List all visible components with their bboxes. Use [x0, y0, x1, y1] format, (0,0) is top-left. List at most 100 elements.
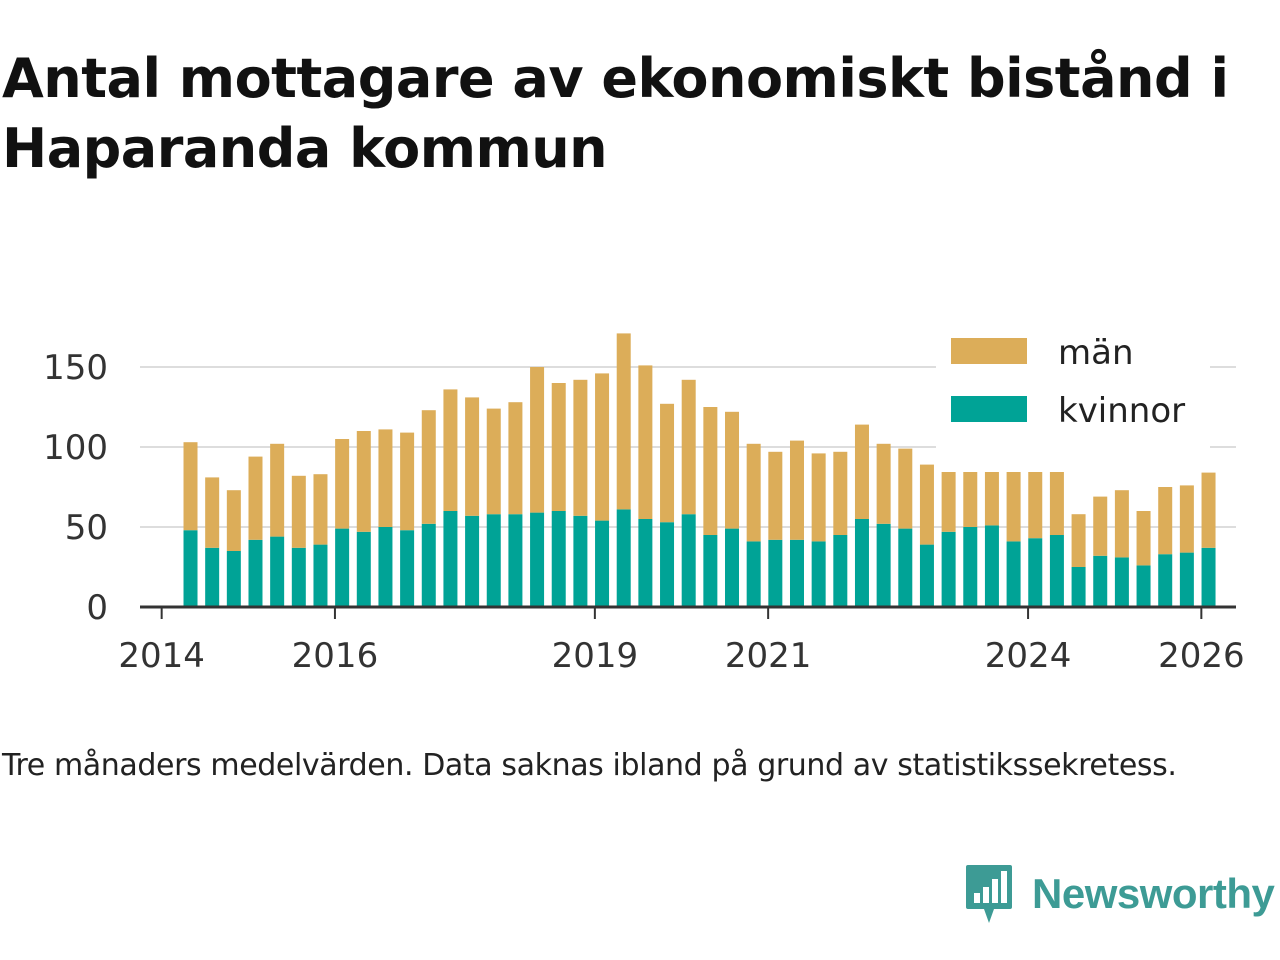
bar-kvinnor	[746, 541, 761, 607]
bar-kvinnor	[1006, 541, 1021, 607]
x-tick-label: 2016	[292, 636, 379, 676]
bar-man	[443, 389, 458, 511]
bar-man	[486, 408, 501, 515]
bar-man	[378, 429, 393, 527]
bar-kvinnor	[226, 551, 241, 607]
bar-kvinnor	[378, 527, 393, 607]
bar-man	[854, 424, 869, 519]
bar-kvinnor	[356, 531, 371, 607]
bar-man	[248, 456, 263, 540]
bar-kvinnor	[1028, 538, 1043, 607]
bar-man	[876, 443, 891, 524]
bar-kvinnor	[963, 527, 978, 607]
bar-man	[898, 448, 913, 529]
bar-man	[421, 410, 436, 524]
bar-man	[811, 453, 826, 542]
bar-man	[356, 431, 371, 532]
bar-man	[205, 477, 220, 548]
bar-man	[789, 440, 804, 540]
bar-kvinnor	[205, 547, 220, 607]
legend-label-man: män	[1058, 333, 1134, 373]
bar-kvinnor	[833, 535, 848, 607]
bar-kvinnor	[1049, 535, 1064, 607]
bar-man	[573, 379, 588, 516]
bar-man	[1114, 490, 1129, 558]
bar-man	[616, 333, 631, 510]
bar-man	[226, 490, 241, 551]
bar-kvinnor	[1158, 554, 1173, 607]
bar-series	[183, 333, 1216, 607]
bar-man	[638, 365, 653, 519]
bar-man	[291, 475, 306, 548]
bar-man	[465, 397, 480, 516]
bar-man	[703, 407, 718, 535]
bar-kvinnor	[183, 530, 198, 607]
bar-man	[183, 442, 198, 531]
y-tick-label: 50	[65, 508, 108, 548]
bar-man	[768, 451, 783, 540]
bar-man	[1201, 472, 1216, 548]
legend-swatch-man	[951, 338, 1027, 364]
bar-kvinnor	[616, 509, 631, 607]
bar-man	[660, 403, 675, 523]
bar-man	[1006, 464, 1021, 542]
bar-kvinnor	[508, 514, 523, 607]
bar-kvinnor	[681, 514, 696, 607]
bar-man	[508, 402, 523, 515]
bar-kvinnor	[421, 523, 436, 607]
bar-man	[1071, 514, 1086, 567]
bar-kvinnor	[1093, 555, 1108, 607]
y-tick-label: 100	[43, 428, 108, 468]
bar-kvinnor	[465, 515, 480, 607]
bar-kvinnor	[335, 528, 350, 607]
bar-kvinnor	[551, 511, 566, 607]
bar-kvinnor	[811, 541, 826, 607]
y-tick-label: 0	[86, 588, 108, 628]
x-tick-label: 2019	[552, 636, 639, 676]
bar-kvinnor	[313, 544, 328, 607]
bar-man	[1179, 485, 1194, 553]
bar-kvinnor	[270, 536, 285, 607]
legend-swatch-kvinnor	[951, 396, 1027, 422]
bar-man	[1136, 511, 1151, 566]
bar-kvinnor	[1114, 557, 1129, 607]
y-tick-label: 150	[43, 348, 108, 388]
bar-kvinnor	[291, 547, 306, 607]
bar-man	[313, 474, 328, 545]
bar-kvinnor	[1179, 552, 1194, 607]
newsworthy-chart-icon	[966, 865, 1012, 923]
bar-kvinnor	[941, 531, 956, 607]
bar-kvinnor	[876, 523, 891, 607]
footnote: Tre månaders medelvärden. Data saknas ib…	[2, 748, 1177, 783]
brand-logo: Newsworthy	[964, 862, 1275, 926]
bar-kvinnor	[1136, 565, 1151, 607]
legend-label-kvinnor: kvinnor	[1058, 391, 1185, 431]
bar-chart: 0 50 100 150 2014 2016 2019 2021 2024 2026 män kv…	[43, 330, 1245, 676]
bar-man	[1093, 496, 1108, 556]
bar-kvinnor	[1201, 547, 1216, 607]
bar-kvinnor	[400, 530, 415, 607]
bar-man	[833, 451, 848, 535]
bar-kvinnor	[530, 512, 545, 607]
bar-kvinnor	[984, 525, 999, 607]
x-tick-label: 2014	[118, 636, 205, 676]
bar-man	[400, 432, 415, 531]
bar-kvinnor	[248, 539, 263, 607]
bar-kvinnor	[725, 528, 740, 607]
bar-kvinnor	[919, 544, 934, 607]
bar-kvinnor	[443, 511, 458, 607]
bar-man	[681, 379, 696, 515]
bar-man	[746, 443, 761, 542]
legend: män kvinnor	[936, 330, 1210, 472]
bar-man	[270, 443, 285, 537]
bar-kvinnor	[638, 519, 653, 607]
bar-man	[725, 411, 740, 529]
bar-man	[919, 464, 934, 545]
bar-man	[530, 367, 545, 513]
brand-name: Newsworthy	[1032, 870, 1275, 917]
bar-man	[335, 439, 350, 529]
bar-kvinnor	[854, 519, 869, 607]
axes: 0 50 100 150 2014 2016 2019 2021 2024 2026	[43, 348, 1245, 676]
bar-man	[595, 373, 610, 521]
bar-kvinnor	[789, 539, 804, 607]
